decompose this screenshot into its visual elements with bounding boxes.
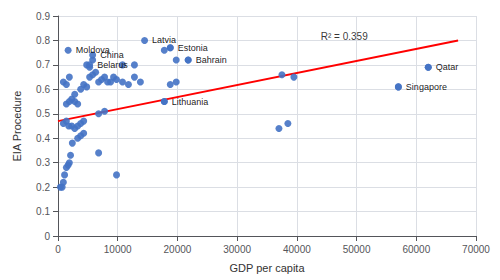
svg-text:China: China [100,50,124,60]
svg-text:Bahrain: Bahrain [196,55,227,65]
svg-text:0: 0 [44,231,50,242]
svg-text:30000: 30000 [223,244,251,255]
svg-text:60000: 60000 [402,244,430,255]
svg-text:Moldova: Moldova [75,45,110,56]
svg-text:0.9: 0.9 [36,11,50,22]
svg-text:Latvia: Latvia [152,35,176,45]
svg-text:GDP per capita: GDP per capita [229,262,305,274]
svg-text:Qatar: Qatar [436,62,459,72]
svg-text:0.5: 0.5 [36,108,50,119]
svg-text:Belarus: Belarus [97,60,128,70]
svg-text:Lithuania: Lithuania [172,97,209,107]
svg-text:Singapore: Singapore [406,82,447,92]
svg-text:0.2: 0.2 [36,182,50,193]
svg-text:0.6: 0.6 [36,84,50,95]
svg-text:40000: 40000 [283,244,311,255]
svg-text:Estonia: Estonia [178,43,208,53]
svg-text:20000: 20000 [164,244,192,255]
svg-text:10000: 10000 [104,244,132,255]
svg-text:70000: 70000 [462,244,490,255]
svg-text:EIA Procedure: EIA Procedure [11,91,23,162]
svg-text:0.3: 0.3 [36,157,50,168]
svg-text:50000: 50000 [343,244,371,255]
svg-text:0.1: 0.1 [36,206,50,217]
svg-text:R² = 0.359: R² = 0.359 [321,31,368,42]
svg-text:0.8: 0.8 [36,35,50,46]
svg-text:0.7: 0.7 [36,59,50,70]
svg-text:0: 0 [55,244,61,255]
svg-text:0.4: 0.4 [36,133,50,144]
